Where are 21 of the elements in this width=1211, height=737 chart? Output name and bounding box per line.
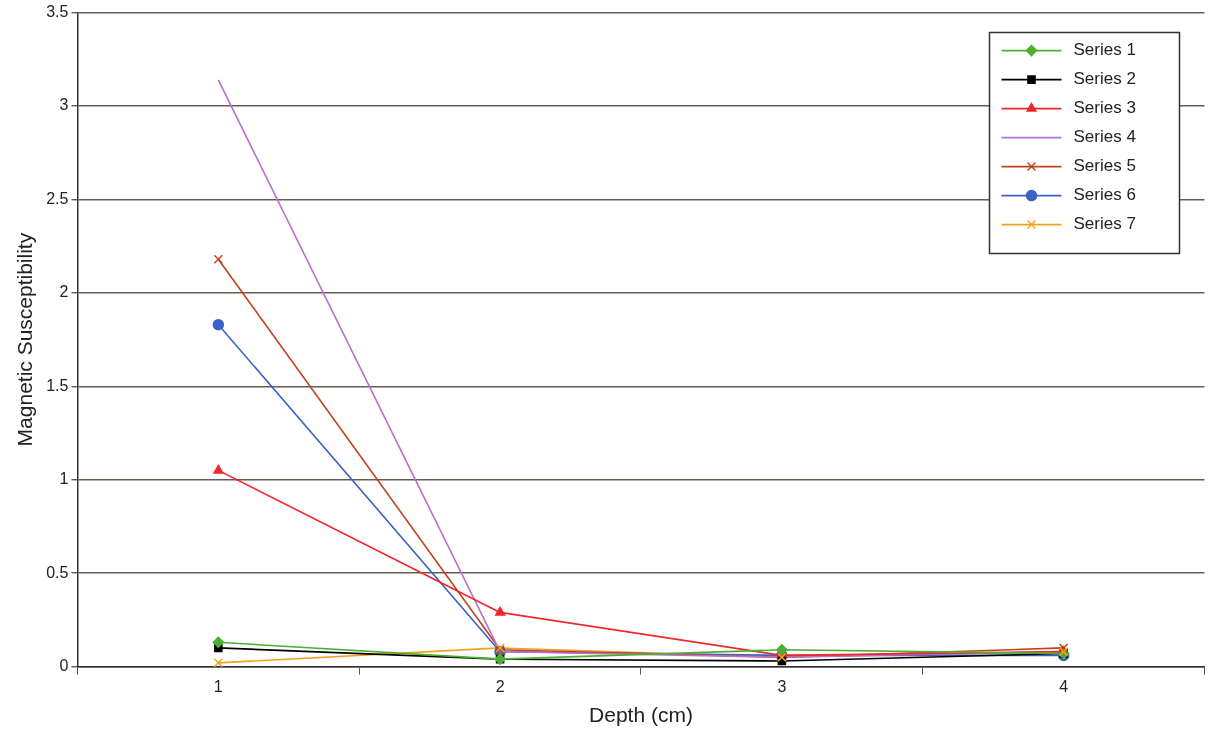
y-tick-label: 2.5: [46, 189, 69, 207]
x-tick-label: 3: [777, 677, 787, 695]
x-tick-label: 2: [495, 677, 505, 695]
legend-label: Series 3: [1073, 98, 1136, 118]
x-axis-title: Depth (cm): [589, 703, 693, 727]
y-tick-label: 3: [59, 96, 69, 114]
legend-label: Series 2: [1073, 69, 1136, 89]
legend-label: Series 4: [1073, 127, 1136, 147]
x-tick-label: 1: [213, 677, 223, 695]
legend-label: Series 7: [1073, 214, 1136, 234]
y-tick-label: 0.5: [46, 563, 69, 581]
x-tick-label: 4: [1059, 677, 1069, 695]
legend-label: Series 1: [1073, 40, 1136, 60]
y-tick-label: 1.5: [46, 376, 69, 394]
y-tick-label: 0: [59, 657, 69, 675]
legend-label: Series 6: [1073, 185, 1136, 205]
y-tick-label: 2: [59, 283, 69, 301]
legend-label: Series 5: [1073, 156, 1136, 176]
y-tick-label: 3.5: [46, 3, 69, 21]
y-tick-label: 1: [59, 470, 69, 488]
y-axis-title: Magnetic Susceptibility: [13, 232, 37, 447]
